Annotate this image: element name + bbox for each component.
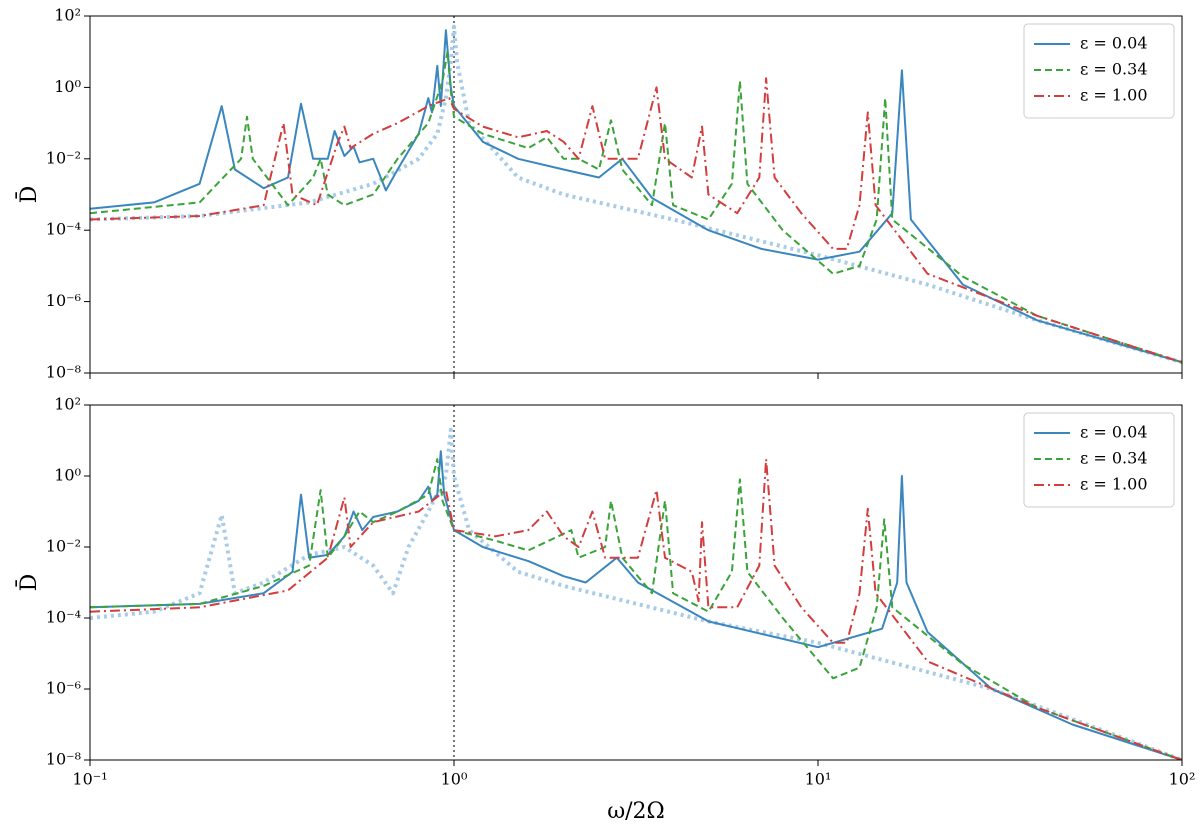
y-tick-label: 10⁻² <box>46 537 81 556</box>
y-tick-label: 10⁻⁸ <box>46 363 81 382</box>
y-tick-label: 10⁰ <box>54 466 81 485</box>
y-tick-label: 10⁻⁶ <box>46 291 81 310</box>
legend-label: ε = 0.34 <box>1080 60 1148 79</box>
x-tick-label: 10⁻¹ <box>72 770 107 789</box>
y-tick-label: 10⁻⁶ <box>46 679 81 698</box>
y-tick-label: 10⁻⁴ <box>46 608 81 627</box>
y-tick-label: 10⁻² <box>46 148 81 167</box>
panel: 10⁻⁸ 10⁻⁶ 10⁻⁴ 10⁻² 10⁰ 10² D̄ ε = 0.04 ε = 0.34… <box>15 6 1183 382</box>
axes-frame <box>89 15 1183 374</box>
x-tick-label: 10⁰ <box>441 770 468 789</box>
legend-label: ε = 0.34 <box>1080 449 1148 468</box>
panel: 10⁻⁸ 10⁻⁶ 10⁻⁴ 10⁻² 10⁰ 10² 10⁻¹ 10⁰ 10¹ 10² D̄ ω/2… <box>15 395 1195 825</box>
x-axis-label: ω/2Ω <box>607 799 665 824</box>
y-tick-label: 10⁻⁸ <box>46 750 81 769</box>
y-axis-label: D̄ <box>15 574 42 592</box>
legend-label: ε = 0.04 <box>1080 34 1148 53</box>
legend-box <box>1023 23 1175 119</box>
y-tick-label: 10² <box>54 395 81 414</box>
legend-label: ε = 0.04 <box>1080 423 1148 442</box>
line <box>90 458 1182 760</box>
legend-box <box>1023 412 1175 508</box>
y-tick-label: 10² <box>54 6 81 25</box>
legend-label: ε = 1.00 <box>1080 86 1148 105</box>
x-tick-label: 10¹ <box>805 770 832 789</box>
line <box>90 77 1182 364</box>
line <box>90 458 1182 760</box>
x-tick-label: 10² <box>1169 770 1196 789</box>
line <box>90 24 1182 365</box>
plot-area <box>90 405 1182 760</box>
line <box>90 29 1182 364</box>
plot-area <box>90 16 1182 373</box>
axes-frame <box>89 404 1183 761</box>
legend-label: ε = 1.00 <box>1080 475 1148 494</box>
y-tick-label: 10⁰ <box>54 77 81 96</box>
y-axis-label: D̄ <box>15 186 42 204</box>
y-tick-label: 10⁻⁴ <box>46 220 81 239</box>
line <box>90 450 1182 760</box>
line <box>90 50 1182 364</box>
